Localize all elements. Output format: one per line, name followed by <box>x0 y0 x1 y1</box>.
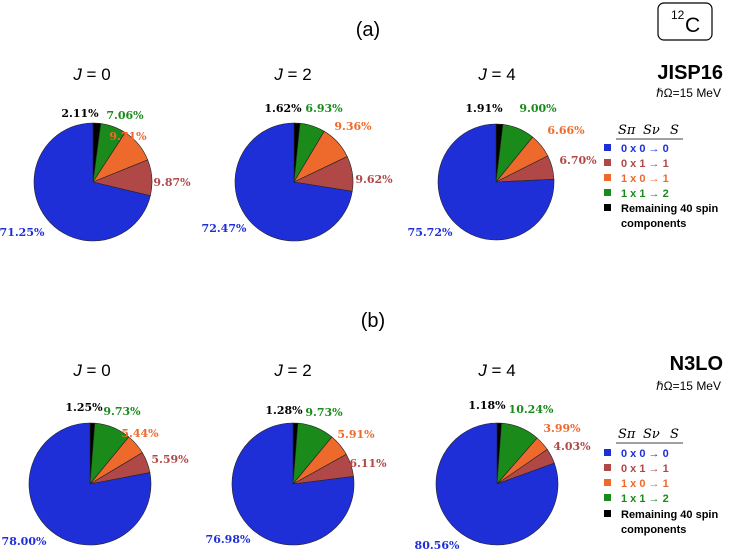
legend-b-header-pi: Sπ <box>618 427 636 442</box>
pie-a2-label-ss01: 6.70% <box>559 154 597 167</box>
pie-b1-label-rem: 1.28% <box>265 404 303 417</box>
pie-b2-label-rem: 1.18% <box>468 399 506 412</box>
pie-a1-label-ss00: 72.47% <box>202 222 247 235</box>
interaction-name-b: N3LO <box>670 353 723 375</box>
pie-a0-label-ss01: 9.87% <box>153 176 191 189</box>
legend-b-swatch-rem <box>604 510 611 517</box>
nucleus-mass: 12 <box>671 8 685 22</box>
legend-a-entry-ss11: 1 x 1 → 2 <box>621 188 669 200</box>
pie-a1-label-ss11: 6.93% <box>305 102 343 115</box>
legend-b-entry-rem-1: Remaining 40 spin <box>621 509 718 521</box>
pie-a1-slice-ss00 <box>234 122 353 242</box>
pie-b0-label-ss00: 78.00% <box>2 535 47 548</box>
panel-b-label: (b) <box>361 310 385 332</box>
pie-b1-title: J = 2 <box>273 361 311 380</box>
pie-a2-label-ss10: 6.66% <box>547 124 585 137</box>
legend-b-header-nu: Sν <box>643 427 660 442</box>
pie-b2-label-ss10: 3.99% <box>543 422 581 435</box>
pie-b0-label-ss10: 5.44% <box>121 427 159 440</box>
pie-b0-slice-ss00 <box>28 422 152 546</box>
nucleus-element: C <box>685 14 700 37</box>
pie-b2-slice-ss00 <box>435 422 559 546</box>
legend-b-swatch-ss01 <box>604 464 611 471</box>
pie-a1: 1.62% 6.93% 9.36% 9.62% 72.47% <box>202 102 393 242</box>
legend-b-entry-ss00: 0 x 0 → 0 <box>621 448 669 460</box>
legend-a-swatch-ss11 <box>604 189 611 196</box>
nucleus-box: 12 C <box>657 2 713 41</box>
pie-b2-label-ss11: 10.24% <box>509 403 554 416</box>
hbar-omega-a: ℏΩ=15 MeV <box>656 86 721 100</box>
pie-b2: 1.18% 10.24% 3.99% 4.03% 80.56% <box>415 399 592 552</box>
pie-b2-label-ss01: 4.03% <box>553 440 591 453</box>
panel-b: (b) J = 0 J = 2 J = 4 1.25% 9.73% 5.44% … <box>2 310 723 552</box>
pie-a1-label-rem: 1.62% <box>264 102 302 115</box>
pie-b1-label-ss00: 76.98% <box>206 533 251 546</box>
legend-a-header-s: S <box>670 123 679 138</box>
nucleus-box-frame <box>657 2 713 41</box>
legend-b-header-s: S <box>670 427 679 442</box>
legend-a-swatch-rem <box>604 204 611 211</box>
legend-a-entry-ss01: 0 x 1 → 1 <box>621 158 669 170</box>
pie-a2-slice-ss00 <box>437 123 555 241</box>
pie-a2-label-ss11: 9.00% <box>519 102 557 115</box>
pie-a0-label-ss00: 71.25% <box>0 226 45 239</box>
legend-a-header-nu: Sν <box>643 123 660 138</box>
pie-a1-title: J = 2 <box>273 65 311 84</box>
pie-b1-label-ss11: 9.73% <box>305 406 343 419</box>
legend-b-entry-ss10: 1 x 0 → 1 <box>621 478 669 490</box>
pie-b2-title: J = 4 <box>477 361 515 380</box>
interaction-name-a: JISP16 <box>657 62 723 84</box>
legend-b-entry-rem-2: components <box>621 524 686 536</box>
panel-a-label: (a) <box>356 19 380 41</box>
legend-a-entry-rem-2: components <box>621 218 686 230</box>
pie-b0-title: J = 0 <box>72 361 110 380</box>
pie-a0: 2.11% 7.06% 9.71% 9.87% 71.25% <box>0 107 191 242</box>
legend-a-swatch-ss01 <box>604 159 611 166</box>
pie-b1-slice-ss00 <box>231 422 355 546</box>
pie-b0: 1.25% 9.73% 5.44% 5.59% 78.00% <box>2 401 190 548</box>
pie-a1-label-ss10: 9.36% <box>334 120 372 133</box>
legend-a-swatch-ss00 <box>604 144 611 151</box>
legend-a-entry-ss00: 0 x 0 → 0 <box>621 143 669 155</box>
pie-a1-label-ss01: 9.62% <box>355 173 393 186</box>
legend-b-swatch-ss00 <box>604 449 611 456</box>
pie-b1-label-ss10: 5.91% <box>337 428 375 441</box>
legend-b-entry-ss11: 1 x 1 → 2 <box>621 493 669 505</box>
legend-a-header-pi: Sπ <box>618 123 636 138</box>
legend-a: Sπ Sν S 0 x 0 → 0 0 x 1 → 1 1 x 0 → 1 1 … <box>604 123 718 230</box>
pie-b1: 1.28% 9.73% 5.91% 6.11% 76.98% <box>206 404 388 546</box>
legend-a-entry-ss10: 1 x 0 → 1 <box>621 173 669 185</box>
pie-b2-label-ss00: 80.56% <box>415 539 460 552</box>
pie-a2-label-rem: 1.91% <box>465 102 503 115</box>
legend-b-swatch-ss10 <box>604 479 611 486</box>
pie-a0-label-rem: 2.11% <box>61 107 99 120</box>
pie-b0-label-ss01: 5.59% <box>151 453 189 466</box>
pie-a2-label-ss00: 75.72% <box>408 226 453 239</box>
pie-b1-label-ss01: 6.11% <box>349 457 387 470</box>
panel-a: (a) J = 0 J = 2 J = 4 2.11% 7.06% 9.71% … <box>0 19 723 242</box>
pie-a0-label-ss10: 9.71% <box>109 130 147 143</box>
pie-a2: 1.91% 9.00% 6.66% 6.70% 75.72% <box>408 102 597 241</box>
legend-b-entry-ss01: 0 x 1 → 1 <box>621 463 669 475</box>
legend-b-swatch-ss11 <box>604 494 611 501</box>
pie-a2-title: J = 4 <box>477 65 515 84</box>
legend-b: Sπ Sν S 0 x 0 → 0 0 x 1 → 1 1 x 0 → 1 1 … <box>604 427 718 536</box>
pie-a0-label-ss11: 7.06% <box>106 109 144 122</box>
hbar-omega-b: ℏΩ=15 MeV <box>656 379 721 393</box>
pie-a0-title: J = 0 <box>72 65 110 84</box>
legend-a-entry-rem-1: Remaining 40 spin <box>621 203 718 215</box>
pie-a0-slice-ss00 <box>33 122 151 242</box>
pie-b0-label-ss11: 9.73% <box>103 405 141 418</box>
legend-a-swatch-ss10 <box>604 174 611 181</box>
pie-b0-label-rem: 1.25% <box>65 401 103 414</box>
